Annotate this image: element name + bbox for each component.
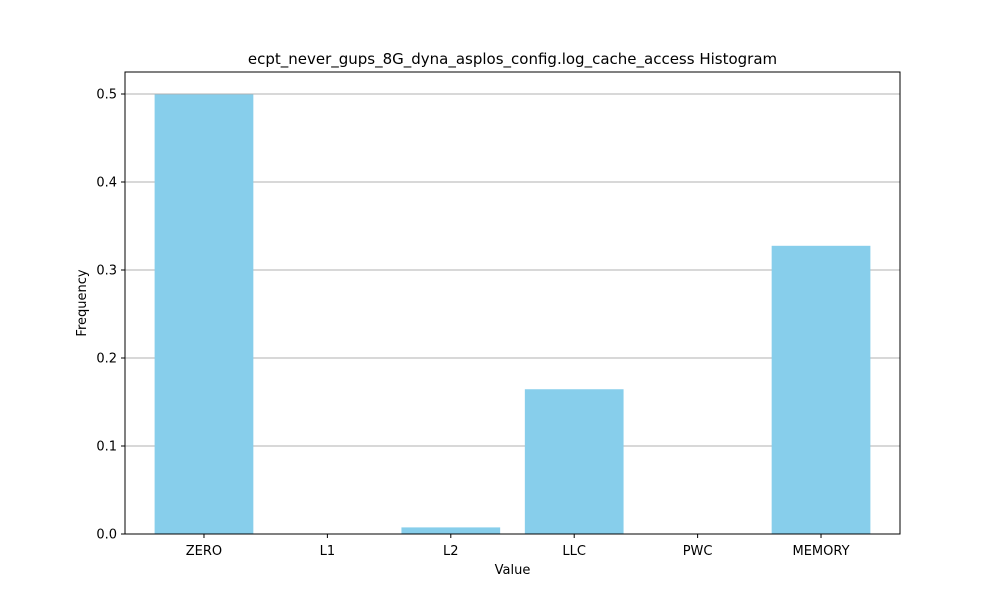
x-tick-label: LLC: [562, 544, 586, 559]
bar-zero: [154, 94, 254, 534]
y-tick-label: 0.1: [96, 440, 117, 455]
bar-llc: [524, 389, 624, 534]
bars: [154, 94, 871, 535]
y-axis-label: Frequency: [75, 269, 90, 336]
x-axis-ticks: ZERO L1 L2 LLC PWC MEMORY: [186, 534, 850, 559]
x-tick-label: L2: [443, 544, 459, 559]
x-tick-label: L1: [320, 544, 336, 559]
x-axis-label: Value: [495, 563, 531, 578]
y-tick-label: 0.4: [96, 176, 117, 191]
x-tick-label: ZERO: [186, 544, 222, 559]
y-tick-label: 0.2: [96, 352, 117, 367]
y-tick-label: 0.0: [96, 528, 117, 543]
bar-l2: [401, 527, 501, 534]
plot-frame: [124, 71, 901, 535]
chart-title: ecpt_never_gups_8G_dyna_asplos_config.lo…: [248, 50, 777, 69]
x-tick-label: PWC: [683, 544, 713, 559]
y-tick-label: 0.5: [96, 88, 117, 103]
y-axis-ticks: 0.0 0.1 0.2 0.3 0.4 0.5: [96, 88, 125, 543]
y-tick-label: 0.3: [96, 264, 117, 279]
bar-memory: [771, 245, 871, 535]
x-tick-label: MEMORY: [793, 544, 850, 559]
